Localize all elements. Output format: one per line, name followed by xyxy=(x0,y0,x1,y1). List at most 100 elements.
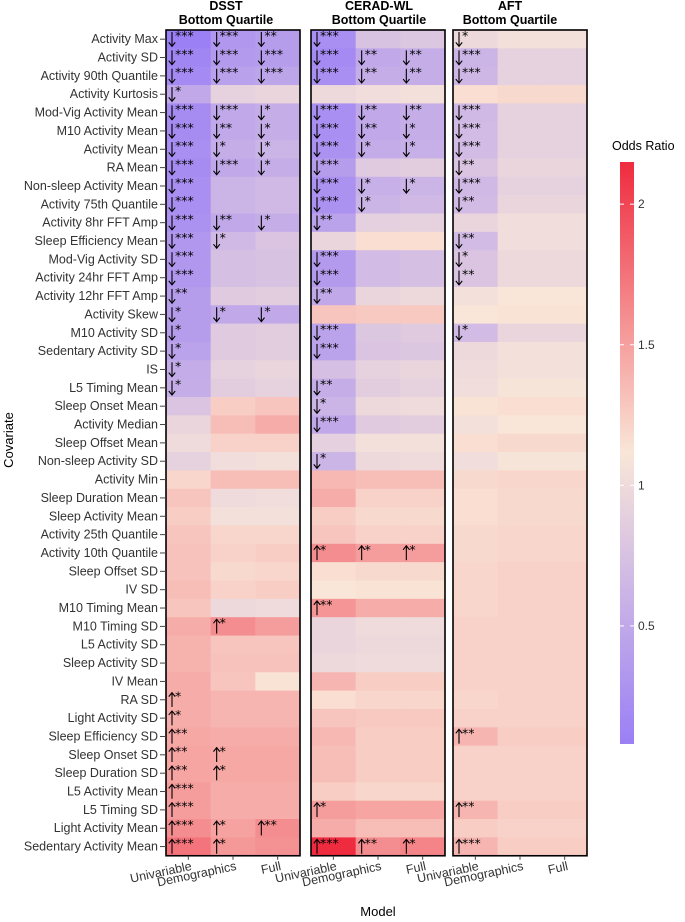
legend-tick-label: 0.5 xyxy=(638,619,655,633)
sig-arrow-down-icon xyxy=(402,133,410,139)
cell-sleep-activity-sd-p2-full xyxy=(400,653,446,673)
sig-stars: ** xyxy=(365,120,378,135)
cell-sleep-efficiency-sd-p3-univariable xyxy=(453,727,499,747)
cell-m10-timing-sd-p2-full xyxy=(400,617,446,637)
cell-sleep-offset-mean-p2-univariable xyxy=(311,433,357,453)
cell-sedentary-activity-mean-p1-full xyxy=(255,837,301,857)
cell-activity-90th-quantile-p3-full xyxy=(542,66,588,86)
cell-sleep-onset-mean-p2-demographics xyxy=(355,397,401,416)
sig-arrow-down-icon xyxy=(213,42,221,48)
cell-activity-skew-p2-univariable xyxy=(311,305,357,325)
cell-l5-timing-sd-p3-univariable xyxy=(453,800,499,820)
cell-ra-mean-p2-full xyxy=(400,158,446,178)
cell-is-p1-univariable xyxy=(166,360,212,380)
sig-arrow-down-icon xyxy=(313,207,321,213)
cell-activity-24hr-fft-amp-p2-univariable xyxy=(311,268,357,288)
cell-ra-sd-p1-demographics xyxy=(210,690,256,710)
sig-marker-light-activity-sd-p1-univariable: * xyxy=(168,707,181,726)
sig-stars: ** xyxy=(462,267,475,282)
sig-stars: *** xyxy=(175,835,194,850)
cell-activity-90th-quantile-p2-demographics xyxy=(355,66,401,86)
cell-m10-activity-sd-p2-full xyxy=(400,323,446,343)
cell-ra-sd-p3-full xyxy=(542,690,588,710)
sig-stars: ** xyxy=(462,799,475,814)
cell-iv-sd-p2-demographics xyxy=(355,580,401,600)
cell-activity-skew-p3-demographics xyxy=(497,305,543,325)
sig-stars: *** xyxy=(220,46,239,61)
cell-sleep-activity-sd-p1-full xyxy=(255,653,301,673)
row-label-mod-vig-activity-mean: Mod-Vig Activity Mean xyxy=(35,106,158,120)
sig-marker-sleep-onset-sd-p1-univariable: ** xyxy=(168,744,188,762)
cell-sleep-activity-sd-p2-univariable xyxy=(311,653,357,673)
sig-marker-activity-sd-p2-univariable: *** xyxy=(313,46,339,66)
sig-stars: ** xyxy=(175,725,188,740)
sig-stars: * xyxy=(409,120,415,135)
sig-stars: * xyxy=(220,615,226,630)
sig-marker-sleep-onset-mean-p2-univariable: * xyxy=(313,395,326,415)
cell-activity-skew-p1-demographics xyxy=(210,305,256,325)
sig-stars: * xyxy=(175,303,181,318)
sig-stars: *** xyxy=(175,28,194,43)
sig-stars: * xyxy=(365,542,371,557)
sig-marker-l5-timing-sd-p1-univariable: *** xyxy=(168,799,194,818)
cell-activity-25th-quantile-p2-demographics xyxy=(355,525,401,545)
cell-non-sleep-activity-sd-p2-demographics xyxy=(355,452,401,471)
sig-stars: * xyxy=(175,322,181,337)
row-label-m10-timing-mean: M10 Timing Mean xyxy=(59,601,158,615)
cell-sleep-duration-mean-p1-univariable xyxy=(166,488,212,508)
cell-non-sleep-activity-mean-p2-demographics xyxy=(355,176,401,196)
cell-iv-mean-p3-full xyxy=(542,672,588,692)
sig-stars: *** xyxy=(264,46,283,61)
cell-l5-timing-sd-p1-univariable xyxy=(166,800,212,820)
row-label-m10-timing-sd: M10 Timing SD xyxy=(73,619,158,633)
row-label-activity-sd: Activity SD xyxy=(98,51,158,65)
sig-arrow-up-icon xyxy=(313,544,321,551)
sig-stars: * xyxy=(462,322,468,337)
sig-stars: ** xyxy=(409,101,422,116)
sig-stars: *** xyxy=(220,65,239,80)
cell-sedentary-activity-mean-p2-demographics xyxy=(355,837,401,857)
cell-light-activity-mean-p1-univariable xyxy=(166,819,212,838)
cell-l5-timing-mean-p2-demographics xyxy=(355,378,401,398)
sig-marker-mod-vig-activity-mean-p3-univariable: *** xyxy=(455,101,481,121)
cell-activity-24hr-fft-amp-p3-demographics xyxy=(497,268,543,288)
sig-stars: *** xyxy=(462,120,481,135)
sig-arrow-down-icon xyxy=(313,390,321,396)
sig-marker-ra-sd-p1-univariable: * xyxy=(168,689,181,707)
row-label-activity-10th-quantile: Activity 10th Quantile xyxy=(41,546,158,560)
cell-non-sleep-activity-mean-p2-univariable xyxy=(311,176,357,196)
cell-mod-vig-activity-mean-p3-univariable xyxy=(453,103,499,123)
cell-light-activity-mean-p2-univariable xyxy=(311,819,357,838)
sig-marker-activity-24hr-fft-amp-p2-univariable: *** xyxy=(313,267,339,286)
cell-light-activity-mean-p2-demographics xyxy=(355,819,401,838)
cell-activity-10th-quantile-p3-demographics xyxy=(497,543,543,563)
cell-activity-24hr-fft-amp-p3-full xyxy=(542,268,588,288)
sig-arrow-up-icon xyxy=(313,801,321,808)
cell-sleep-offset-mean-p1-univariable xyxy=(166,433,212,453)
cell-sleep-efficiency-sd-p1-demographics xyxy=(210,727,256,747)
cell-sleep-offset-mean-p2-demographics xyxy=(355,433,401,453)
cell-light-activity-sd-p2-univariable xyxy=(311,708,357,728)
cell-l5-timing-mean-p2-full xyxy=(400,378,446,398)
sig-marker-ra-mean-p1-full: * xyxy=(257,156,271,176)
cell-l5-activity-mean-p1-full xyxy=(255,782,301,802)
sig-arrow-down-icon xyxy=(455,243,463,250)
sig-stars: ** xyxy=(175,762,188,777)
sig-arrow-up-icon xyxy=(313,599,321,606)
cell-mod-vig-activity-sd-p1-full xyxy=(255,250,301,270)
cell-m10-timing-sd-p2-univariable xyxy=(311,617,357,637)
y-axis-title: Covariate xyxy=(1,412,16,468)
sig-marker-activity-mean-p1-univariable: *** xyxy=(168,138,194,158)
sig-marker-activity-90th-quantile-p1-univariable: *** xyxy=(168,65,194,84)
cell-activity-75th-quantile-p2-demographics xyxy=(355,195,401,214)
cell-sleep-onset-sd-p3-full xyxy=(542,745,588,765)
sig-arrow-down-icon xyxy=(168,133,176,139)
cell-sleep-duration-sd-p2-demographics xyxy=(355,764,401,783)
sig-stars: *** xyxy=(175,175,194,190)
cell-activity-24hr-fft-amp-p2-full xyxy=(400,268,446,288)
cell-sleep-onset-mean-p1-univariable xyxy=(166,397,212,416)
cell-m10-timing-mean-p2-demographics xyxy=(355,598,401,618)
sig-marker-sedentary-activity-sd-p2-univariable: *** xyxy=(313,340,339,360)
cell-sedentary-activity-sd-p2-demographics xyxy=(355,341,401,361)
cell-activity-12hr-fft-amp-p3-univariable xyxy=(453,286,499,306)
